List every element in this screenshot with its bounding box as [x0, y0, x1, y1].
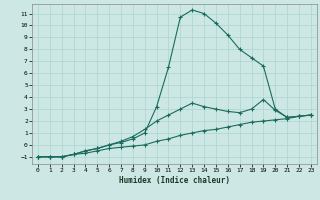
X-axis label: Humidex (Indice chaleur): Humidex (Indice chaleur)	[119, 176, 230, 185]
